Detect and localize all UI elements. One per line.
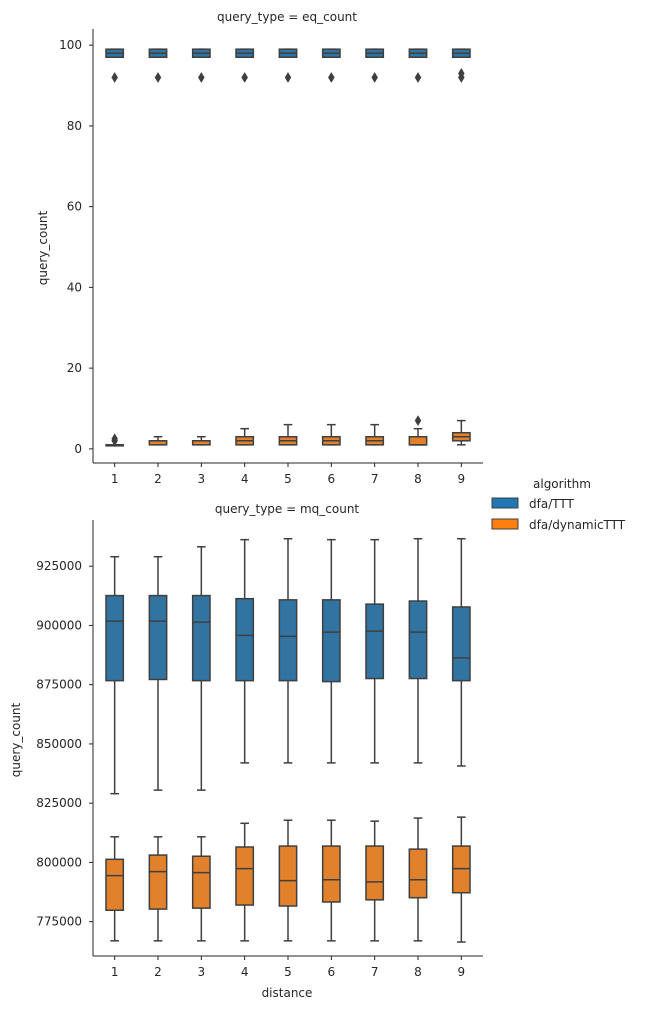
eq-x-tick-label: 3 xyxy=(198,472,206,486)
eq-dfa-ttt-flier xyxy=(284,71,292,83)
mq-y-tick-label: 800000 xyxy=(36,855,82,869)
eq-count-y-axis-title: query_count xyxy=(36,210,50,285)
mq-dfa-ttt-box xyxy=(408,600,428,680)
mq-x-tick-label: 5 xyxy=(284,965,292,979)
mq-dfa-dynamicttt-box xyxy=(408,848,428,899)
eq-dfa-ttt-flier xyxy=(198,71,205,83)
mq-dfa-dynamicttt-box xyxy=(321,845,341,903)
mq-dfa-ttt-box xyxy=(148,594,168,681)
eq-dfa-dynamicttt-flier xyxy=(414,415,422,427)
mq-dfa-dynamicttt-box xyxy=(365,845,385,901)
mq-dfa-dynamicttt-box xyxy=(148,854,168,910)
mq-dfa-ttt-box xyxy=(365,603,385,680)
mq-y-tick-label: 900000 xyxy=(36,618,82,632)
mq-dfa-dynamicttt-box xyxy=(191,855,211,909)
mq-x-tick-label: 3 xyxy=(198,965,206,979)
eq-dfa-ttt-flier xyxy=(371,71,378,83)
mq-x-tick-label: 4 xyxy=(241,965,249,979)
mq-dfa-dynamicttt-box xyxy=(105,858,125,912)
mq-x-tick-label: 8 xyxy=(414,965,422,979)
mq-y-tick-label: 825000 xyxy=(36,796,82,810)
mq-x-tick-label: 9 xyxy=(458,965,466,979)
eq-dfa-dynamicttt-box xyxy=(408,436,428,446)
mq-count-panel: query_type = mq_count query_count distan… xyxy=(9,502,483,1000)
mq-dfa-dynamicttt-box xyxy=(278,845,298,907)
eq-x-tick-label: 9 xyxy=(458,472,466,486)
eq-y-tick-label: 0 xyxy=(74,442,82,456)
mq-y-tick-label: 925000 xyxy=(36,559,82,573)
mq-dfa-ttt-box xyxy=(191,594,211,682)
mq-x-tick-label: 7 xyxy=(371,965,379,979)
legend-label-dfa-ttt: dfa/TTT xyxy=(529,497,574,511)
eq-dfa-ttt-flier xyxy=(328,71,335,83)
mq-dfa-ttt-box xyxy=(321,599,341,683)
legend: algorithm dfa/TTT dfa/dynamicTTT xyxy=(491,477,626,532)
eq-dfa-ttt-flier xyxy=(414,71,422,83)
eq-x-tick-label: 5 xyxy=(284,472,292,486)
eq-y-tick-label: 60 xyxy=(67,200,82,214)
legend-swatch-dfa-ttt xyxy=(491,497,519,509)
mq-count-panel-title: query_type = mq_count xyxy=(215,502,360,516)
mq-dfa-ttt-box xyxy=(105,594,125,682)
eq-y-tick-label: 100 xyxy=(59,38,82,52)
eq-dfa-ttt-flier xyxy=(241,71,248,83)
eq-y-tick-label: 20 xyxy=(67,361,82,375)
mq-count-x-axis-title: distance xyxy=(262,986,313,1000)
eq-y-tick-label: 40 xyxy=(67,280,82,294)
eq-count-panel: query_type = eq_count query_count 0 20 40 6… xyxy=(36,10,483,486)
mq-y-tick-label: 875000 xyxy=(36,678,82,692)
eq-x-tick-label: 8 xyxy=(414,472,422,486)
eq-x-tick-label: 4 xyxy=(241,472,249,486)
mq-dfa-ttt-box xyxy=(278,599,298,682)
mq-dfa-ttt-box xyxy=(235,597,255,682)
mq-y-tick-label: 850000 xyxy=(36,737,82,751)
eq-x-tick-label: 6 xyxy=(328,472,336,486)
legend-swatch-dfa-dynamicttt xyxy=(491,518,519,530)
eq-dfa-ttt-flier xyxy=(111,71,118,83)
mq-dfa-ttt-box xyxy=(451,606,471,682)
eq-x-tick-label: 2 xyxy=(154,472,162,486)
eq-x-tick-label: 1 xyxy=(111,472,119,486)
eq-dfa-ttt-flier xyxy=(154,71,162,83)
eq-dfa-ttt-flier xyxy=(458,67,465,79)
mq-dfa-dynamicttt-box xyxy=(235,846,255,906)
mq-y-tick-label: 775000 xyxy=(36,915,82,929)
eq-y-tick-label: 80 xyxy=(67,119,82,133)
eq-count-panel-title: query_type = eq_count xyxy=(217,10,357,24)
legend-label-dfa-dynamicttt: dfa/dynamicTTT xyxy=(529,518,626,532)
mq-dfa-dynamicttt-box xyxy=(451,845,471,894)
mq-x-tick-label: 6 xyxy=(328,965,336,979)
mq-x-tick-label: 1 xyxy=(111,965,119,979)
legend-title: algorithm xyxy=(533,477,591,491)
mq-x-tick-label: 2 xyxy=(154,965,162,979)
eq-dfa-dynamicttt-flier xyxy=(111,433,118,445)
eq-x-tick-label: 7 xyxy=(371,472,379,486)
mq-count-y-axis-title: query_count xyxy=(9,702,23,777)
